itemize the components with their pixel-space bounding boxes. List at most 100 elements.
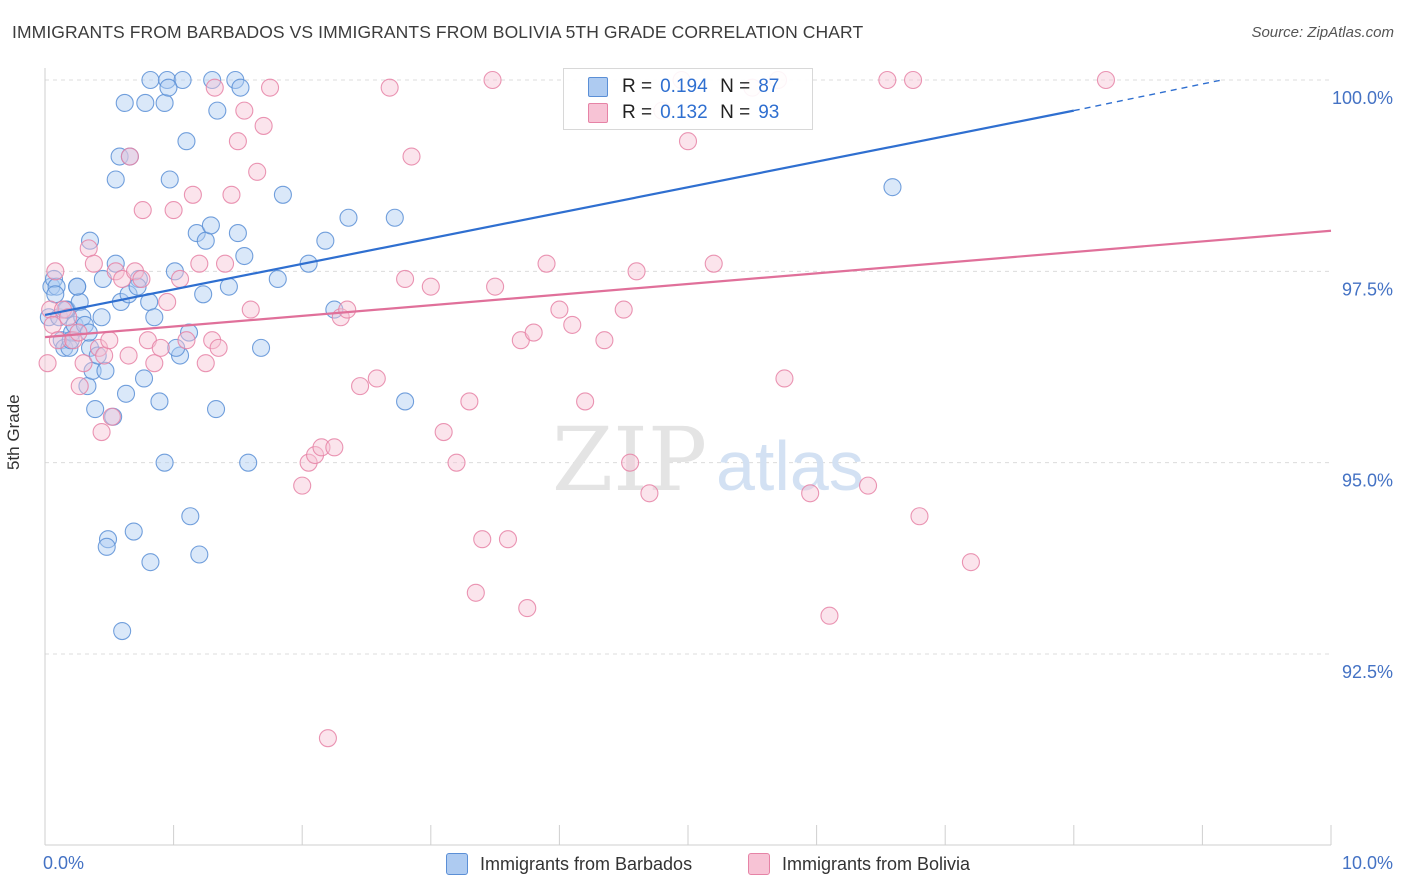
stats-n-label: N = <box>720 102 751 123</box>
data-point <box>550 300 569 319</box>
data-point <box>145 354 164 373</box>
data-point <box>222 185 241 204</box>
data-point <box>181 507 200 526</box>
data-point <box>141 553 160 572</box>
y-tick-label: 95.0% <box>1342 471 1393 491</box>
data-point <box>80 231 100 250</box>
data-point <box>820 606 839 625</box>
data-point <box>466 583 485 602</box>
legend-label-barbados: Immigrants from Barbados <box>480 853 693 874</box>
legend-swatch-bolivia <box>748 853 770 875</box>
x-tick-label: 10.0% <box>1342 853 1393 873</box>
x-tick-label: 0.0% <box>43 853 84 873</box>
legend-label-bolivia: Immigrants from Bolivia <box>782 853 971 874</box>
stats-legend: R = 0.194 N = 87 R = 0.132 N = 93 <box>563 68 813 130</box>
data-point <box>961 553 980 572</box>
data-point <box>498 530 518 549</box>
data-point <box>231 78 250 97</box>
data-point <box>421 277 440 296</box>
data-point <box>563 315 582 334</box>
data-point <box>228 224 247 243</box>
data-point <box>69 323 88 342</box>
data-point <box>518 599 537 618</box>
data-point <box>68 277 87 296</box>
data-point <box>678 132 698 151</box>
data-point <box>627 262 646 281</box>
data-point <box>775 369 794 388</box>
watermark-atlas: atlas <box>716 427 864 505</box>
data-point <box>136 93 155 113</box>
data-point <box>106 170 125 189</box>
data-point <box>196 231 215 250</box>
data-point <box>177 331 196 350</box>
data-point <box>201 216 220 235</box>
tick-labels: 100.0% 97.5% 95.0% 92.5% 0.0% 10.0% <box>43 88 1393 873</box>
data-point <box>133 201 152 220</box>
data-point <box>268 269 287 289</box>
data-point <box>95 346 114 365</box>
data-point <box>194 285 213 304</box>
stats-n-label: N = <box>720 76 751 97</box>
data-point <box>704 254 723 273</box>
chart-source: Source: ZipAtlas.com <box>1251 24 1394 41</box>
data-point <box>158 70 177 90</box>
data-point <box>486 277 505 296</box>
data-point <box>74 354 93 373</box>
data-point <box>88 346 107 365</box>
watermark: ZIP atlas <box>552 408 864 511</box>
data-point <box>196 354 215 373</box>
data-point <box>151 338 170 357</box>
stats-swatch-barbados <box>588 77 608 97</box>
data-point <box>903 70 923 90</box>
y-tick-label: 92.5% <box>1342 662 1393 682</box>
data-point <box>177 132 196 151</box>
data-point <box>183 185 202 204</box>
data-point <box>228 132 247 151</box>
data-point <box>84 254 103 273</box>
data-point <box>145 308 164 327</box>
data-point <box>306 445 325 465</box>
data-point <box>910 507 929 526</box>
data-point <box>38 354 57 373</box>
data-point <box>312 438 331 457</box>
chart-title: IMMIGRANTS FROM BARBADOS VS IMMIGRANTS F… <box>12 22 864 42</box>
data-point <box>116 384 136 403</box>
data-point <box>883 178 902 197</box>
data-point <box>48 331 67 350</box>
data-point <box>120 147 139 166</box>
legend-item-barbados[interactable]: Immigrants from Barbados <box>446 852 692 876</box>
data-point <box>159 78 178 97</box>
legend-item-bolivia[interactable]: Immigrants from Bolivia <box>748 852 970 876</box>
data-point <box>1096 70 1115 90</box>
data-point <box>79 239 98 258</box>
data-point <box>205 78 224 97</box>
stats-r-value: 0.132 <box>660 102 708 123</box>
data-point <box>339 208 358 227</box>
data-point <box>119 346 138 365</box>
data-point <box>209 338 228 357</box>
data-point <box>97 537 116 556</box>
data-point <box>46 285 65 304</box>
data-point <box>46 262 65 281</box>
data-point <box>595 331 614 350</box>
data-point <box>251 338 271 357</box>
data-point <box>537 254 556 273</box>
data-point <box>170 269 190 289</box>
data-point <box>524 323 543 342</box>
data-point <box>160 170 179 189</box>
data-point <box>235 101 254 120</box>
data-point <box>134 369 154 388</box>
y-tick-label: 100.0% <box>1332 88 1393 108</box>
data-point <box>483 70 502 90</box>
data-point <box>203 331 222 350</box>
data-point <box>241 300 260 319</box>
stats-swatch-bolivia <box>588 103 608 123</box>
data-point <box>801 484 820 503</box>
data-point <box>106 262 125 281</box>
trend-lines <box>44 79 1332 339</box>
data-point <box>396 392 415 411</box>
data-point <box>621 453 640 472</box>
legend-swatch-barbados <box>446 853 468 875</box>
data-point <box>150 392 169 411</box>
